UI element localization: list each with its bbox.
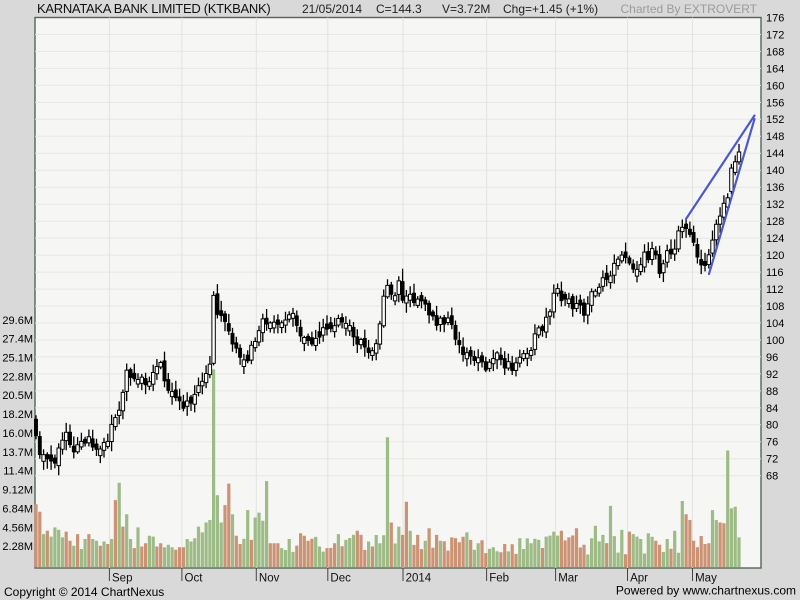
svg-text:Apr: Apr — [630, 573, 648, 585]
svg-text:160: 160 — [766, 80, 784, 92]
svg-text:Chg=+1.45 (+1%): Chg=+1.45 (+1%) — [503, 2, 598, 16]
svg-text:Nov: Nov — [259, 573, 280, 585]
svg-text:25.1M: 25.1M — [2, 353, 33, 365]
svg-text:148: 148 — [766, 131, 784, 143]
svg-text:2.28M: 2.28M — [2, 541, 33, 553]
svg-text:156: 156 — [766, 97, 784, 109]
svg-text:124: 124 — [766, 233, 784, 245]
svg-text:Copyright © 2014 ChartNexus: Copyright © 2014 ChartNexus — [4, 585, 164, 599]
svg-text:132: 132 — [766, 199, 784, 211]
svg-text:C=144.3: C=144.3 — [376, 2, 422, 16]
svg-text:164: 164 — [766, 63, 784, 75]
svg-text:68: 68 — [766, 471, 778, 483]
svg-text:88: 88 — [766, 386, 778, 398]
svg-text:116: 116 — [766, 267, 784, 279]
svg-text:96: 96 — [766, 352, 778, 364]
svg-text:11.4M: 11.4M — [3, 466, 33, 478]
svg-text:KARNATAKA BANK LIMITED (KTKBAN: KARNATAKA BANK LIMITED (KTKBANK) — [37, 1, 270, 16]
svg-text:144: 144 — [766, 148, 784, 160]
svg-text:176: 176 — [766, 12, 784, 24]
svg-text:100: 100 — [766, 335, 784, 347]
svg-text:4.56M: 4.56M — [2, 522, 33, 534]
svg-text:Oct: Oct — [185, 573, 204, 585]
svg-text:6.84M: 6.84M — [2, 504, 33, 516]
svg-text:168: 168 — [766, 46, 784, 58]
svg-text:92: 92 — [766, 369, 778, 381]
svg-text:120: 120 — [766, 250, 784, 262]
svg-text:May: May — [695, 573, 717, 585]
svg-text:21/05/2014: 21/05/2014 — [302, 2, 362, 16]
svg-text:108: 108 — [766, 301, 784, 313]
svg-text:9.12M: 9.12M — [2, 485, 33, 497]
svg-text:29.6M: 29.6M — [2, 315, 33, 327]
svg-text:76: 76 — [766, 437, 778, 449]
svg-text:22.8M: 22.8M — [2, 371, 33, 383]
svg-text:27.4M: 27.4M — [2, 334, 33, 346]
svg-text:136: 136 — [766, 182, 784, 194]
svg-text:13.7M: 13.7M — [2, 447, 33, 459]
svg-text:140: 140 — [766, 165, 784, 177]
svg-text:Mar: Mar — [558, 573, 578, 585]
svg-text:2014: 2014 — [406, 573, 432, 585]
svg-text:152: 152 — [766, 114, 784, 126]
svg-text:72: 72 — [766, 454, 778, 466]
svg-text:80: 80 — [766, 420, 778, 432]
svg-text:172: 172 — [766, 29, 784, 41]
svg-text:16.0M: 16.0M — [2, 428, 33, 440]
svg-text:Charted By EXTROVERT: Charted By EXTROVERT — [621, 2, 758, 16]
svg-text:Feb: Feb — [489, 573, 509, 585]
svg-text:104: 104 — [766, 318, 784, 330]
svg-text:18.2M: 18.2M — [2, 409, 33, 421]
svg-text:V=3.72M: V=3.72M — [442, 2, 490, 16]
svg-text:112: 112 — [766, 284, 784, 296]
svg-text:Powered by www.chartnexus.com: Powered by www.chartnexus.com — [616, 584, 796, 598]
svg-text:Dec: Dec — [330, 573, 351, 585]
svg-text:128: 128 — [766, 216, 784, 228]
svg-text:84: 84 — [766, 403, 778, 415]
svg-text:Sep: Sep — [112, 573, 132, 585]
svg-text:20.5M: 20.5M — [2, 390, 33, 402]
